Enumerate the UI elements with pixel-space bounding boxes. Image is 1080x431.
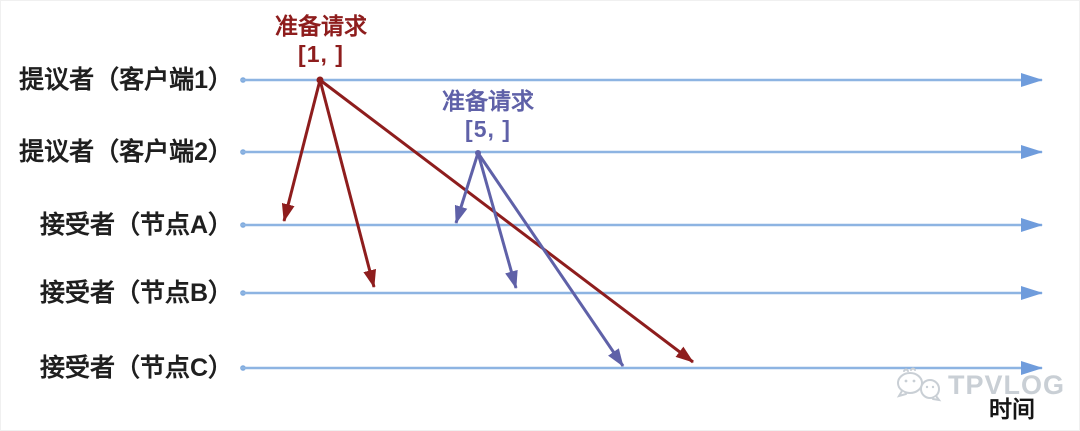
message-arrows-prepare-5 bbox=[454, 150, 625, 367]
arrow-prepare1-to-nodeB bbox=[318, 79, 376, 288]
timeline-proposer-client1 bbox=[240, 73, 1043, 87]
message-origin-dot-client2 bbox=[475, 150, 481, 156]
row-label-acceptor-nodeA: 接受者（节点A） bbox=[39, 211, 233, 239]
arrow-prepare1-to-nodeA bbox=[281, 79, 322, 222]
arrow-prepare1-to-nodeC bbox=[319, 78, 694, 364]
arrow-prepare5-to-nodeA bbox=[454, 152, 480, 224]
annotation-proposal-number: [1, ] bbox=[298, 41, 344, 67]
message-arrows-prepare-1 bbox=[281, 76, 694, 364]
arrow-prepare5-to-nodeC bbox=[476, 152, 625, 367]
row-label-acceptor-nodeB: 接受者（节点B） bbox=[39, 279, 233, 307]
row-label-acceptor-nodeC: 接受者（节点C） bbox=[39, 354, 233, 382]
watermark-text: TPVLOG bbox=[948, 369, 1066, 400]
annotation-title: 准备请求 bbox=[275, 13, 367, 39]
timeline-acceptor-nodeC bbox=[240, 361, 1043, 375]
timeline-proposer-client2 bbox=[240, 145, 1043, 159]
annotation-prepare-request-5: 准备请求 [5, ] bbox=[413, 87, 563, 143]
wechat-icon bbox=[896, 367, 942, 402]
annotation-title: 准备请求 bbox=[442, 88, 534, 114]
arrow-prepare5-to-nodeB bbox=[476, 152, 518, 289]
annotation-prepare-request-1: 准备请求 [1, ] bbox=[246, 12, 396, 68]
annotation-proposal-number: [5, ] bbox=[465, 116, 511, 142]
row-label-proposer-client1: 提议者（客户端1） bbox=[19, 66, 233, 94]
message-origin-dot-client1 bbox=[316, 76, 324, 84]
timeline-acceptor-nodeA bbox=[240, 218, 1043, 232]
row-label-proposer-client2: 提议者（客户端2） bbox=[19, 138, 233, 166]
timeline-acceptor-nodeB bbox=[240, 286, 1043, 300]
watermark: TPVLOG bbox=[894, 367, 1065, 403]
time-axis-label: 时间 bbox=[989, 396, 1035, 422]
